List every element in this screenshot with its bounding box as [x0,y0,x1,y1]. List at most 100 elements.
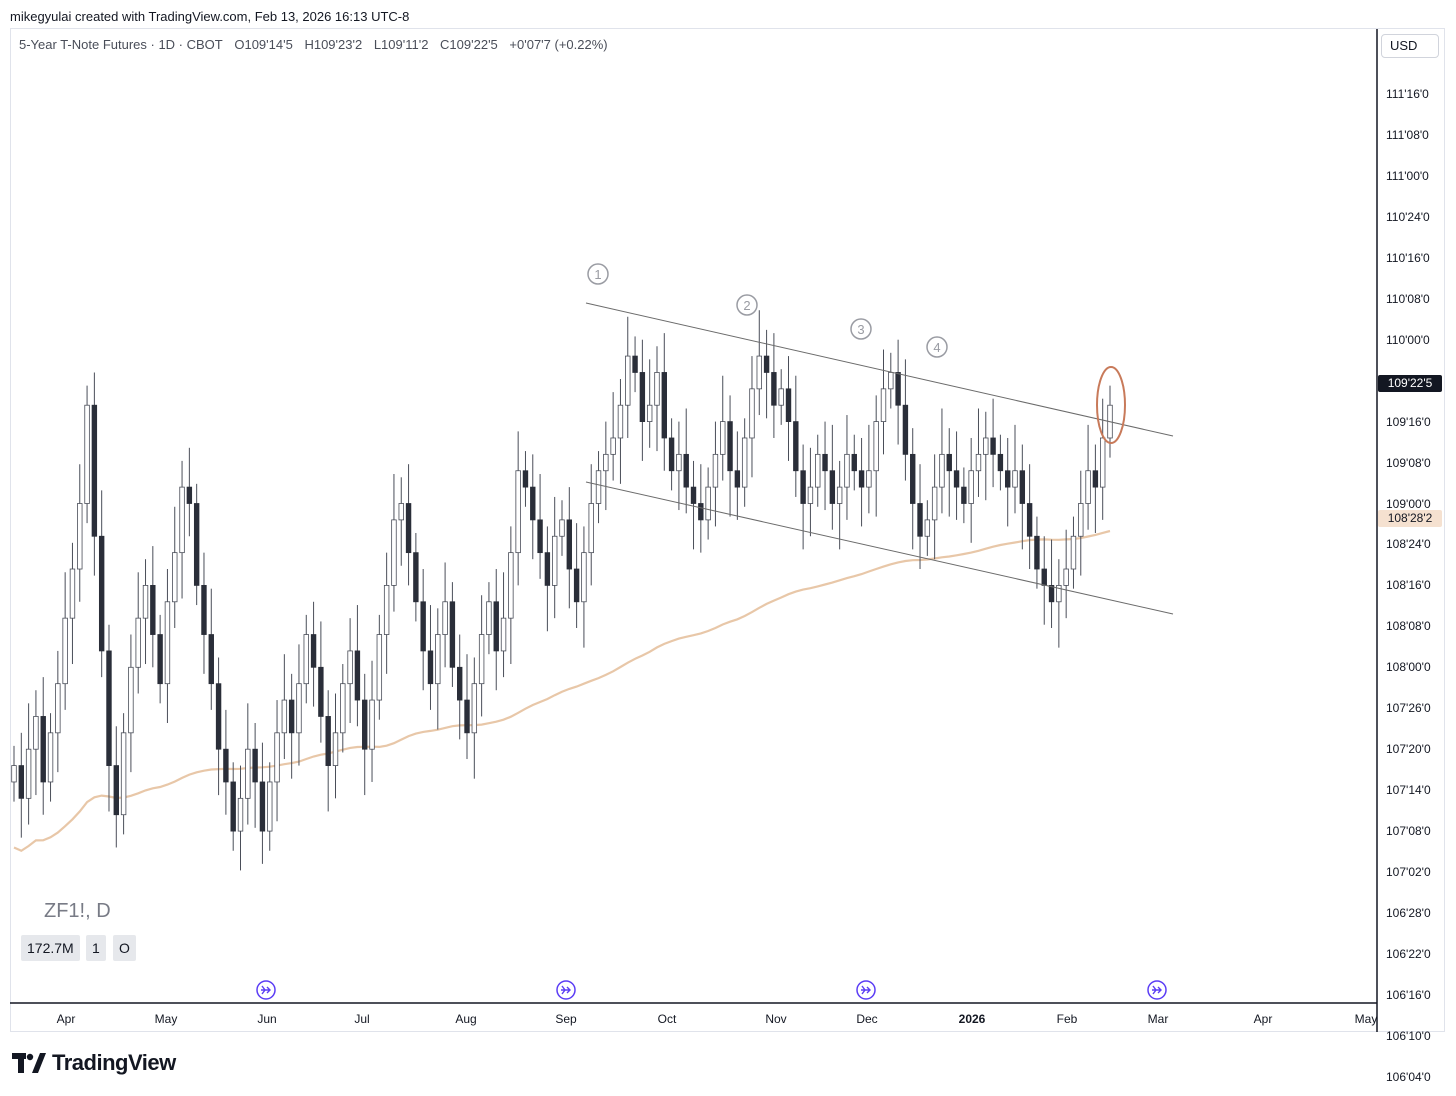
candle [18,732,25,838]
price-tick-label: 107'26'0 [1386,701,1431,716]
candle [910,428,916,550]
candle [1041,536,1047,625]
svg-text:4: 4 [933,340,940,355]
candle [281,654,288,760]
candle [822,421,828,511]
candle [332,693,339,799]
candle [252,722,258,828]
wave-count-label[interactable]: 1 [587,263,609,285]
candle [888,352,894,409]
candle [617,379,624,484]
candle [668,418,675,491]
price-tick-label: 106'16'0 [1386,987,1431,1002]
candle [493,569,499,691]
candle [632,336,638,393]
close-value: C109'22'5 [440,37,498,52]
price-tick-label: 108'16'0 [1386,578,1431,593]
event-marker-icon[interactable] [1147,980,1167,1000]
symbol-description[interactable]: 5-Year T-Note Futures · 1D · CBOT [19,37,223,52]
candle [91,372,98,576]
candle [997,434,1004,491]
candle [113,726,119,848]
candle [544,526,551,632]
ohlc-legend: 5-Year T-Note Futures · 1D · CBOT O109'1… [19,37,616,52]
candle [325,690,331,812]
candle [573,523,580,628]
indicator-setting-box[interactable]: O [113,935,136,961]
event-marker-icon[interactable] [256,980,276,1000]
candle [727,395,733,517]
event-marker-icon[interactable] [856,980,876,1000]
candle [953,431,960,520]
symbol-watermark: ZF1!, D [44,900,111,922]
candle [639,339,646,461]
tradingview-wordmark: TradingView [52,1050,176,1075]
low-value: L109'11'2 [373,37,429,52]
candle [917,464,923,570]
candle [508,526,514,665]
candle [208,588,214,710]
candle [895,339,901,445]
candle [11,745,17,802]
candle [150,546,156,668]
candle [873,395,879,517]
candle [77,464,83,602]
candle [398,477,404,566]
candle [676,421,682,511]
price-tick-label: 109'08'0 [1386,455,1431,470]
tradingview-logo: TradingView [12,1050,176,1076]
candle [1063,529,1069,619]
svg-text:2: 2 [743,298,750,313]
open-value: O109'14'5 [234,37,293,52]
candle [464,654,470,760]
candle [880,349,887,455]
channel-lower-line[interactable] [585,481,1174,615]
candle [866,424,872,514]
svg-text:3: 3 [857,322,864,337]
candle [135,572,141,694]
price-tick-label: 110'16'0 [1386,250,1430,265]
svg-text:1: 1 [594,267,601,282]
candle [186,447,193,537]
candle [581,526,587,648]
candle [595,451,602,524]
channel-upper-line[interactable] [585,302,1174,437]
candle [1099,398,1106,520]
candle [442,562,448,668]
candle [1078,470,1084,576]
candle [990,398,996,488]
event-marker-icon[interactable] [556,980,576,1000]
wave-count-label[interactable]: 3 [850,318,872,340]
currency-selector[interactable]: USD [1381,34,1439,58]
candle [413,532,419,622]
change-value: +0'07'7 (+0.22%) [509,37,608,52]
candle [646,359,653,448]
candle [383,552,390,674]
moving-average-line [13,529,1111,853]
candle [179,460,185,599]
candle [362,673,368,796]
candle [376,614,383,720]
volume-value-box[interactable]: 172.7M [21,935,80,961]
candle [603,421,609,511]
time-tick-label: Apr [1253,1012,1273,1026]
candle [457,634,463,740]
candle [288,673,295,779]
candle [62,572,68,710]
wave-count-label[interactable]: 2 [736,294,758,316]
candle [47,713,54,802]
candle [172,506,178,628]
candle [515,431,521,586]
breakout-highlight-ellipse[interactable] [1096,366,1126,444]
candle [369,660,375,782]
time-tick-label: Jun [257,1012,277,1026]
candle [449,582,456,687]
candle [223,709,229,815]
candle [237,765,244,871]
candle [793,375,799,497]
candle [296,644,302,766]
indicator-setting-box[interactable]: 1 [86,935,106,961]
candle [551,496,558,619]
wave-count-label[interactable]: 4 [926,336,948,358]
